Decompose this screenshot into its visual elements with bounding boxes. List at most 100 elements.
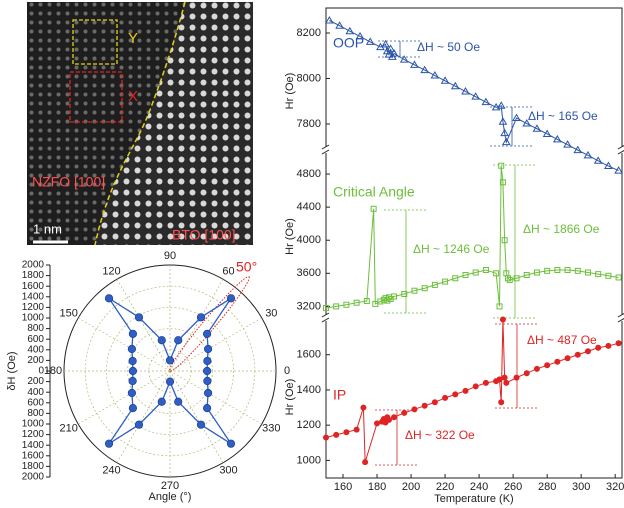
marker xyxy=(384,50,394,58)
x-tick-label: 280 xyxy=(538,481,556,493)
polar-point xyxy=(226,294,236,303)
radial-tick-label: 1800 xyxy=(22,270,45,281)
marker xyxy=(498,162,505,169)
y-axis-title: δH (Oe) xyxy=(6,351,18,390)
marker xyxy=(513,275,520,282)
marker xyxy=(471,92,481,100)
radial-grid-line xyxy=(78,317,171,372)
marker xyxy=(410,60,419,68)
radial-tick-label: 600 xyxy=(27,334,44,345)
radial-grid-line xyxy=(169,370,262,425)
annotation: ΔH ~ 1246 Oe xyxy=(413,242,490,256)
angle-tick-label: 180 xyxy=(44,365,62,377)
marker xyxy=(564,267,571,274)
marker xyxy=(506,276,513,283)
label-left-phase: NZFO [100] xyxy=(32,174,105,190)
marker xyxy=(481,97,491,106)
polar-point xyxy=(203,404,212,413)
marker xyxy=(574,267,581,274)
marker xyxy=(360,404,367,411)
marker xyxy=(499,179,506,186)
radial-tick-label: 600 xyxy=(27,397,44,408)
marker xyxy=(499,316,506,323)
marker xyxy=(614,166,623,174)
y-axis-title: Hr (Oe) xyxy=(284,218,296,255)
polar-point xyxy=(203,366,212,376)
y-tick-label: 8200 xyxy=(297,27,321,39)
polar-point xyxy=(203,344,213,354)
marker xyxy=(472,269,479,276)
y-tick-label: 4800 xyxy=(297,168,321,180)
polar-point xyxy=(128,356,137,366)
marker xyxy=(353,299,360,306)
marker xyxy=(493,270,500,277)
marker xyxy=(333,303,340,310)
y-tick-label: 4000 xyxy=(297,234,321,246)
angle-tick-label: 270 xyxy=(161,480,179,492)
radial-tick-label: 1600 xyxy=(22,281,45,292)
marker xyxy=(343,301,350,308)
marker xyxy=(533,365,540,372)
polar-point xyxy=(104,294,114,303)
marker xyxy=(482,267,489,274)
radial-tick-label: 0 xyxy=(38,366,44,377)
marker xyxy=(498,117,508,125)
marker xyxy=(355,31,365,40)
radial-grid-line xyxy=(116,279,171,372)
marker xyxy=(386,44,396,52)
marker xyxy=(605,272,612,279)
marker xyxy=(420,65,430,74)
y-tick-label: 8000 xyxy=(297,72,321,84)
radial-grid-line xyxy=(116,370,171,463)
marker xyxy=(496,303,503,310)
marker xyxy=(501,374,508,381)
marker xyxy=(363,298,370,305)
radial-grid-line xyxy=(169,370,224,463)
radial-grid-line xyxy=(169,279,224,372)
marker xyxy=(325,16,334,24)
y-tick-label: 7800 xyxy=(297,118,321,130)
marker xyxy=(442,394,449,401)
polar-point xyxy=(128,366,137,376)
y-tick-label: 3200 xyxy=(297,300,321,312)
angle-tick-label: 240 xyxy=(102,464,120,476)
marker xyxy=(431,281,438,288)
grid-circle xyxy=(127,328,213,414)
marker xyxy=(335,21,344,29)
marker xyxy=(391,414,398,421)
marker xyxy=(496,101,506,109)
polar-point xyxy=(128,329,137,338)
radial-tick-label: 1400 xyxy=(22,440,45,451)
angle-tick-label: 150 xyxy=(59,307,77,319)
angle-tick-label: 90 xyxy=(164,250,176,262)
polar-point xyxy=(203,356,212,366)
marker xyxy=(353,426,360,433)
marker xyxy=(533,269,540,276)
y-tick-label: 1200 xyxy=(297,419,321,431)
label-y: Y xyxy=(128,30,138,47)
micrograph: Y X NZFO [100] BTO [100] 1 nm xyxy=(27,1,253,246)
polar-point xyxy=(104,439,114,448)
radial-tick-label: 800 xyxy=(27,323,44,334)
polar-point xyxy=(196,420,206,429)
x-tick-label: 200 xyxy=(402,481,420,493)
marker xyxy=(421,402,428,409)
marker xyxy=(604,161,613,170)
marker xyxy=(430,71,440,79)
radial-tick-label: 1200 xyxy=(22,429,45,440)
marker xyxy=(503,379,510,386)
interface xyxy=(94,1,186,246)
series-line xyxy=(329,20,619,172)
scale-bar-label: 1 nm xyxy=(33,221,62,236)
marker xyxy=(421,285,428,292)
x-tick-label: 240 xyxy=(470,481,488,493)
marker xyxy=(523,370,530,377)
marker xyxy=(593,156,603,164)
marker xyxy=(440,76,450,84)
annotation-label: 50° xyxy=(236,259,257,275)
marker xyxy=(542,129,552,137)
marker xyxy=(605,342,612,349)
polar-point xyxy=(165,356,175,365)
marker xyxy=(333,431,340,438)
